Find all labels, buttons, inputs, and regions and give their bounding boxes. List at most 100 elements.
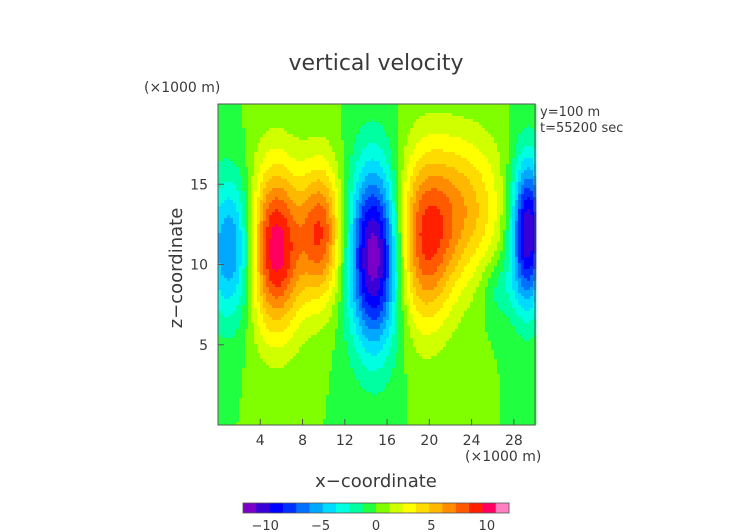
heatmap-cell — [434, 107, 438, 111]
heatmap-cell — [242, 107, 246, 111]
heatmap-cell — [524, 164, 528, 168]
heatmap-cell — [491, 137, 495, 141]
heatmap-cell — [299, 152, 303, 156]
heatmap-cell — [398, 146, 402, 150]
heatmap-cell — [443, 242, 447, 246]
heatmap-cell — [308, 143, 312, 147]
heatmap-cell — [419, 200, 423, 204]
heatmap-cell — [449, 173, 453, 177]
heatmap-cell — [527, 137, 531, 141]
heatmap-cell — [449, 194, 453, 198]
heatmap-cell — [500, 173, 504, 177]
heatmap-cell — [305, 227, 309, 231]
heatmap-cell — [269, 122, 273, 126]
heatmap-cell — [497, 200, 501, 204]
heatmap-cell — [524, 143, 528, 147]
heatmap-cell — [509, 167, 513, 171]
heatmap-cell — [458, 149, 462, 153]
heatmap-cell — [476, 230, 480, 234]
heatmap-cell — [332, 218, 336, 222]
heatmap-cell — [419, 110, 423, 114]
heatmap-cell — [386, 131, 390, 135]
heatmap-cell — [410, 119, 414, 123]
heatmap-cell — [503, 224, 507, 228]
heatmap-cell — [395, 137, 399, 141]
heatmap-cell — [512, 221, 516, 225]
heatmap-cell — [332, 173, 336, 177]
heatmap-cell — [416, 164, 420, 168]
heatmap-cell — [272, 179, 276, 183]
heatmap-cell — [233, 230, 237, 234]
heatmap-cell — [518, 191, 522, 195]
heatmap-cell — [398, 119, 402, 123]
heatmap-cell — [302, 194, 306, 198]
heatmap-cell — [512, 173, 516, 177]
heatmap-cell — [404, 119, 408, 123]
heatmap-cell — [257, 119, 261, 123]
heatmap-cell — [467, 107, 471, 111]
heatmap-cell — [272, 119, 276, 123]
heatmap-cell — [479, 194, 483, 198]
heatmap-cell — [383, 215, 387, 219]
heatmap-cell — [395, 131, 399, 135]
heatmap-cell — [386, 224, 390, 228]
heatmap-cell — [383, 149, 387, 153]
heatmap-cell — [446, 104, 450, 108]
heatmap-cell — [218, 140, 222, 144]
heatmap-cell — [497, 203, 501, 207]
heatmap-cell — [329, 128, 333, 132]
heatmap-cell — [308, 164, 312, 168]
heatmap-cell — [338, 197, 342, 201]
heatmap-cell — [353, 104, 357, 108]
heatmap-cell — [524, 194, 528, 198]
heatmap-cell — [374, 173, 378, 177]
heatmap-cell — [401, 200, 405, 204]
heatmap-cell — [308, 191, 312, 195]
heatmap-cell — [419, 158, 423, 162]
heatmap-cell — [263, 215, 267, 219]
heatmap-cell — [455, 176, 459, 180]
heatmap-cell — [371, 134, 375, 138]
heatmap-cell — [242, 179, 246, 183]
heatmap-cell — [464, 155, 468, 159]
heatmap-cell — [449, 116, 453, 120]
heatmap-cell — [413, 140, 417, 144]
heatmap-cell — [428, 182, 432, 186]
heatmap-cell — [341, 179, 345, 183]
heatmap-cell — [332, 224, 336, 228]
heatmap-cell — [416, 212, 420, 216]
heatmap-cell — [521, 206, 525, 210]
heatmap-cell — [473, 167, 477, 171]
heatmap-cell — [278, 224, 282, 228]
heatmap-cell — [302, 236, 306, 240]
heatmap-cell — [530, 125, 534, 129]
heatmap-cell — [455, 227, 459, 231]
heatmap-cell — [500, 137, 504, 141]
heatmap-cell — [422, 200, 426, 204]
heatmap-cell — [284, 179, 288, 183]
heatmap-cell — [272, 173, 276, 177]
heatmap-cell — [221, 170, 225, 174]
heatmap-cell — [398, 197, 402, 201]
heatmap-cell — [389, 140, 393, 144]
heatmap-cell — [221, 218, 225, 222]
heatmap-cell — [371, 137, 375, 141]
heatmap-cell — [452, 161, 456, 165]
heatmap-cell — [224, 242, 228, 246]
heatmap-cell — [224, 134, 228, 138]
heatmap-cell — [512, 194, 516, 198]
heatmap-cell — [338, 125, 342, 129]
heatmap-cell — [458, 122, 462, 126]
heatmap-cell — [410, 116, 414, 120]
heatmap-cell — [416, 200, 420, 204]
heatmap-cell — [482, 131, 486, 135]
heatmap-cell — [341, 116, 345, 120]
heatmap-cell — [287, 242, 291, 246]
heatmap-cell — [347, 140, 351, 144]
heatmap-cell — [314, 212, 318, 216]
heatmap-cell — [425, 230, 429, 234]
heatmap-cell — [374, 131, 378, 135]
heatmap-cell — [290, 131, 294, 135]
heatmap-cell — [503, 107, 507, 111]
heatmap-cell — [251, 242, 255, 246]
